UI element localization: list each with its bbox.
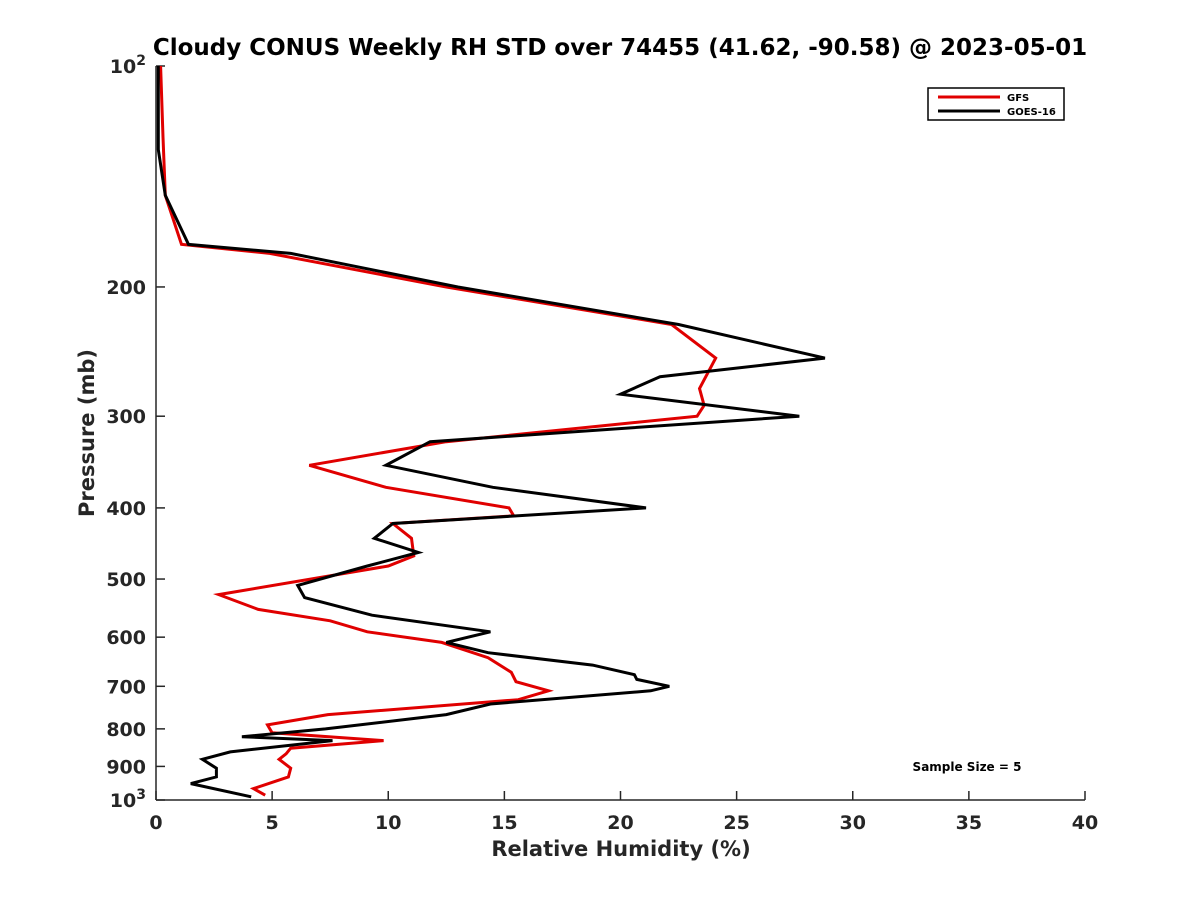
legend-box	[927, 87, 1065, 121]
y-tick-label: 103	[110, 787, 146, 812]
legend-label: GFS	[1007, 93, 1029, 104]
axes: 0 5 10 15 20 25 30 35 40 102 200 300 400 500 600 700 800…	[106, 53, 1098, 834]
x-tick-label: 10	[375, 812, 401, 834]
y-axis-label: Pressure (mb)	[75, 349, 99, 517]
chart-title: Cloudy CONUS Weekly RH STD over 74455 (4…	[153, 35, 1087, 61]
series-line-goes-16	[156, 66, 826, 799]
series-layer	[156, 65, 826, 799]
x-axis-label: Relative Humidity (%)	[491, 837, 750, 861]
x-tick-label: 35	[956, 812, 982, 834]
x-tick-label: 25	[723, 812, 749, 834]
y-tick-label: 800	[106, 719, 146, 741]
y-tick-label: 600	[106, 627, 146, 649]
y-tick-label: 102	[110, 53, 146, 78]
x-tick-label: 15	[491, 812, 517, 834]
y-tick-label: 300	[106, 406, 146, 428]
x-tick-label: 5	[266, 812, 279, 834]
x-tick-label: 0	[149, 812, 162, 834]
legend: GFS GOES-16	[927, 87, 1065, 121]
x-tick-label: 30	[840, 812, 866, 834]
x-tick-label: 40	[1072, 812, 1098, 834]
y-tick-label: 900	[106, 756, 146, 778]
x-tick-label: 20	[607, 812, 633, 834]
y-tick-label: 500	[106, 569, 146, 591]
y-tick-label: 400	[106, 498, 146, 520]
y-tick-label: 700	[106, 676, 146, 698]
legend-label: GOES-16	[1007, 107, 1056, 118]
series-line-gfs	[159, 65, 718, 797]
sample-size-annotation: Sample Size = 5	[913, 760, 1022, 774]
y-tick-label: 200	[106, 277, 146, 299]
